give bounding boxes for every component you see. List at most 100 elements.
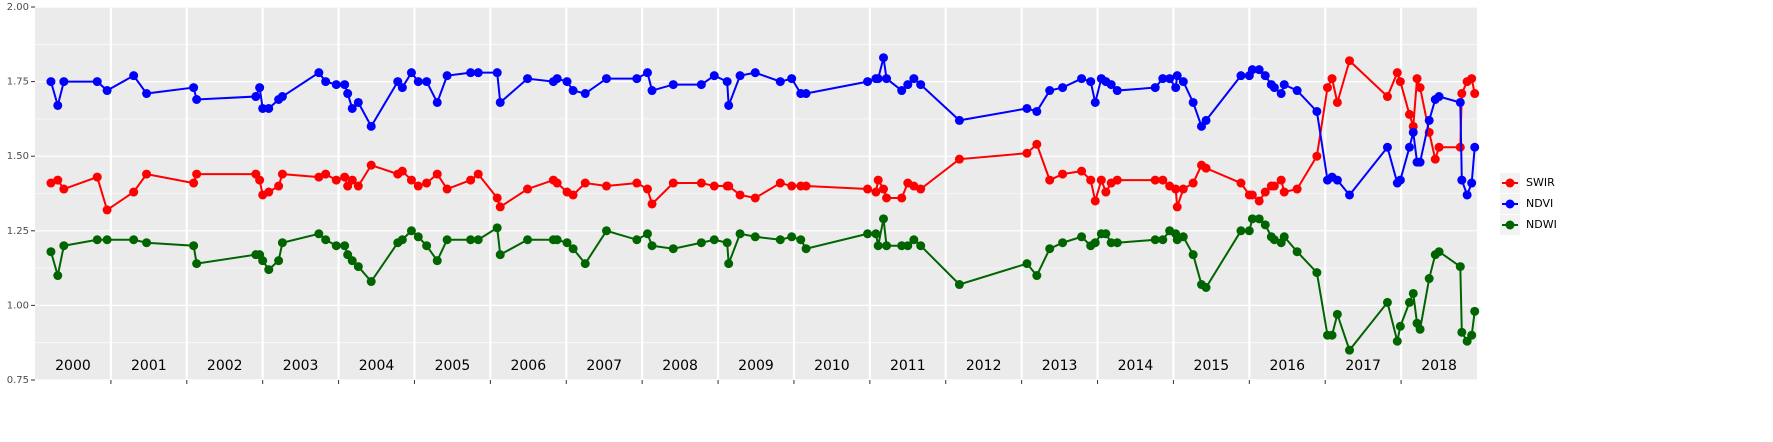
point bbox=[1457, 89, 1467, 99]
point bbox=[1292, 247, 1302, 257]
point bbox=[668, 178, 678, 188]
point bbox=[1382, 297, 1392, 307]
point bbox=[102, 86, 112, 96]
point bbox=[1022, 259, 1032, 269]
point bbox=[1412, 74, 1422, 84]
x-tick-label: 2000 bbox=[55, 358, 91, 374]
point bbox=[775, 235, 785, 245]
x-tick-label: 2015 bbox=[1194, 358, 1230, 374]
point bbox=[863, 77, 873, 87]
point bbox=[1096, 175, 1106, 185]
point bbox=[1045, 86, 1055, 96]
point bbox=[724, 100, 734, 110]
point bbox=[709, 181, 719, 191]
point bbox=[775, 77, 785, 87]
point bbox=[92, 172, 102, 182]
point bbox=[274, 256, 284, 266]
point bbox=[1327, 330, 1337, 340]
point bbox=[562, 238, 572, 248]
point bbox=[1150, 83, 1160, 93]
point bbox=[492, 193, 502, 203]
point bbox=[1188, 97, 1198, 107]
point bbox=[413, 181, 423, 191]
point bbox=[1032, 271, 1042, 281]
point bbox=[750, 68, 760, 78]
point bbox=[632, 178, 642, 188]
legend-point bbox=[1505, 178, 1515, 188]
point bbox=[601, 74, 611, 84]
point bbox=[1254, 214, 1264, 224]
point bbox=[366, 121, 376, 131]
point bbox=[1470, 89, 1480, 99]
point bbox=[1032, 139, 1042, 149]
point bbox=[916, 184, 926, 194]
point bbox=[562, 77, 572, 87]
point bbox=[1457, 327, 1467, 337]
point bbox=[801, 244, 811, 254]
point bbox=[397, 235, 407, 245]
point bbox=[1279, 187, 1289, 197]
point bbox=[353, 181, 363, 191]
point bbox=[59, 184, 69, 194]
point bbox=[422, 77, 432, 87]
point bbox=[647, 241, 657, 251]
point bbox=[796, 235, 806, 245]
point bbox=[264, 265, 274, 275]
point bbox=[1404, 109, 1414, 119]
point bbox=[954, 154, 964, 164]
point bbox=[59, 241, 69, 251]
point bbox=[882, 241, 892, 251]
point bbox=[1236, 226, 1246, 236]
point bbox=[1404, 142, 1414, 152]
point bbox=[1090, 196, 1100, 206]
point bbox=[1415, 83, 1425, 93]
point bbox=[442, 235, 452, 245]
point bbox=[724, 181, 734, 191]
point bbox=[724, 259, 734, 269]
point bbox=[1392, 68, 1402, 78]
x-tick-label: 2004 bbox=[359, 358, 395, 374]
point bbox=[321, 235, 331, 245]
point bbox=[1269, 235, 1279, 245]
point bbox=[331, 175, 341, 185]
point bbox=[642, 184, 652, 194]
point bbox=[735, 229, 745, 239]
point bbox=[314, 68, 324, 78]
x-tick-label: 2008 bbox=[662, 358, 698, 374]
point bbox=[552, 74, 562, 84]
point bbox=[787, 181, 797, 191]
y-tick-label: 1.75 bbox=[7, 77, 29, 88]
point bbox=[1058, 169, 1068, 179]
point bbox=[1434, 92, 1444, 102]
point bbox=[1178, 77, 1188, 87]
point bbox=[129, 71, 139, 81]
point bbox=[632, 74, 642, 84]
point bbox=[871, 187, 881, 197]
point bbox=[580, 259, 590, 269]
point bbox=[1276, 175, 1286, 185]
x-tick-label: 2012 bbox=[966, 358, 1002, 374]
point bbox=[347, 256, 357, 266]
point bbox=[251, 92, 261, 102]
point bbox=[1424, 274, 1434, 284]
point bbox=[1455, 97, 1465, 107]
point bbox=[1327, 74, 1337, 84]
point bbox=[1158, 175, 1168, 185]
point bbox=[366, 277, 376, 287]
point bbox=[492, 68, 502, 78]
point bbox=[1457, 175, 1467, 185]
point bbox=[192, 169, 202, 179]
point bbox=[473, 169, 483, 179]
point bbox=[46, 247, 56, 257]
x-tick-label: 2014 bbox=[1118, 358, 1154, 374]
point bbox=[1172, 71, 1182, 81]
point bbox=[1086, 77, 1096, 87]
point bbox=[142, 89, 152, 99]
point bbox=[340, 80, 350, 90]
point bbox=[189, 178, 199, 188]
point bbox=[397, 166, 407, 176]
point bbox=[1171, 184, 1181, 194]
point bbox=[406, 226, 416, 236]
